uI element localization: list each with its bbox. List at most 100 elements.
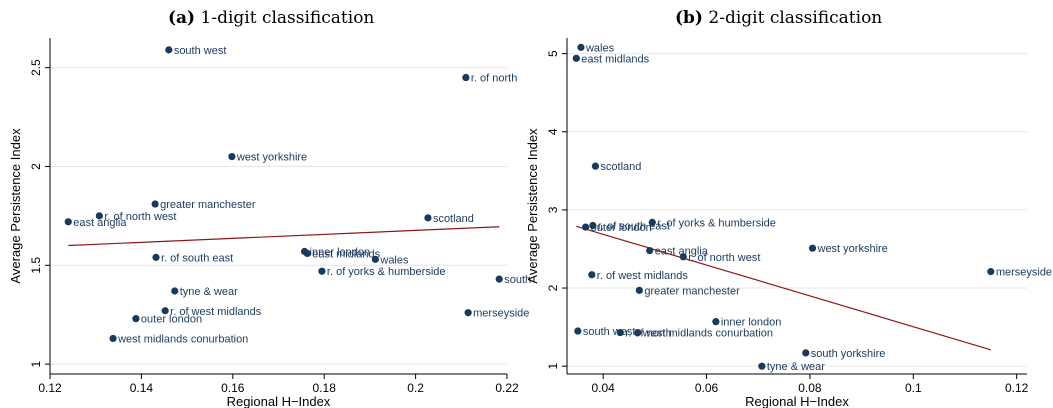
panel-a-point-label-17: west midlands conurbation <box>117 333 248 345</box>
panel-b-point-label-1: east midlands <box>581 53 649 65</box>
panel-b-point-label-5: r. of south east <box>598 221 670 233</box>
panel-a-point-label-10: r. of south east <box>161 252 233 264</box>
panel-b-y-tick-label-2: 3 <box>546 206 560 213</box>
panel-b-point-label-6: west yorkshire <box>817 243 888 255</box>
panel-b-point-label-15: west midlands conurbation <box>642 328 773 340</box>
panel-a-x-axis-label: Regional H−Index <box>227 394 331 408</box>
panel-a-point-0 <box>165 46 173 54</box>
panel-a-y-tick-label-2: 2 <box>29 163 43 170</box>
panel-a-point-label-12: south <box>504 274 531 286</box>
panel-a-point-16 <box>464 309 472 317</box>
panel-a-x-tick-label-3: 0.18 <box>313 381 337 395</box>
panel-b-y-tick-label-0: 1 <box>546 363 560 370</box>
panel-b-y-axis-label: Average Persistence Index <box>525 128 540 284</box>
panel-a-point-label-9: wales <box>379 254 409 266</box>
panel-a-point-label-7: inner london <box>310 246 371 258</box>
panel-a-point-label-8: east midlands <box>312 248 380 260</box>
panel-b-point-0 <box>577 43 585 51</box>
panel-b-x-tick-label-2: 0.08 <box>798 381 822 395</box>
panel-b-point-10 <box>588 271 596 279</box>
panel-a-point-10 <box>152 253 160 261</box>
panel-b-point-16 <box>802 349 810 357</box>
panel-b-point-9 <box>987 268 995 276</box>
panel-b-point-label-9: merseyside <box>996 267 1052 279</box>
panel-b-point-label-11: greater manchester <box>644 285 740 297</box>
panel-a-point-9 <box>371 255 379 263</box>
panel-a-point-label-4: r. of north west <box>104 211 176 223</box>
panel-a-point-15 <box>132 315 140 323</box>
panel-b-point-13 <box>574 327 582 335</box>
panel-a-x-tick-label-0: 0.12 <box>38 381 62 395</box>
panel-a-point-17 <box>109 334 117 343</box>
panel-b-point-5 <box>589 221 597 230</box>
panel-a-x-tick-label-1: 0.14 <box>130 381 154 395</box>
panel-b-point-2 <box>591 162 600 170</box>
panel-b-x-tick-label-4: 0.12 <box>1005 381 1029 395</box>
panel-a-point-label-2: west yorkshire <box>236 152 307 164</box>
panel-b-point-1 <box>572 54 580 62</box>
panel-b-point-label-17: tyne & wear <box>767 361 825 373</box>
panel-a-point-4 <box>95 212 103 220</box>
panel-b-title: (b) 2-digit classification <box>675 8 882 28</box>
panel-b-point-14 <box>616 328 624 337</box>
panel-a-point-label-15: outer london <box>141 314 202 326</box>
panel-a-point-label-16: merseyside <box>473 308 529 320</box>
panel-a-x-tick-label-5: 0.22 <box>495 381 519 395</box>
panel-a-point-label-14: r. of west midlands <box>170 306 262 318</box>
panel-b-point-7 <box>646 246 654 255</box>
panel-a-point-1 <box>462 73 470 82</box>
panel-b-point-label-8: r. of north west <box>688 252 760 264</box>
panel-b-x-tick-label-0: 0.04 <box>592 381 616 395</box>
panel-a-point-5 <box>64 218 72 226</box>
panel-a-title-text: 1-digit classification <box>200 8 375 28</box>
panel-a-point-6 <box>424 214 432 222</box>
panel-a-point-label-13: tyne & wear <box>180 286 238 298</box>
panel-b-fit-line <box>576 225 991 351</box>
panel-a-y-tick-label-3: 2.5 <box>29 59 43 76</box>
panel-a-x-tick-label-2: 0.16 <box>221 381 245 395</box>
panel-a-fit-line <box>68 226 500 247</box>
panel-b-point-label-16: south yorkshire <box>811 348 886 360</box>
panel-a-point-label-1: r. of north <box>471 73 517 85</box>
panel-b-point-3 <box>648 218 656 227</box>
panel-b-y-tick-label-3: 4 <box>546 128 560 135</box>
panel-b-title-text: 2-digit classification <box>708 8 883 28</box>
panel-a-y-tick-label-0: 1 <box>29 360 43 367</box>
panel-a-point-11 <box>318 267 326 275</box>
panel-b-point-12 <box>712 318 720 326</box>
panel-b-point-17 <box>758 362 766 370</box>
panel-b-point-11 <box>635 286 643 294</box>
panel-a-point-label-11: r. of yorks & humberside <box>327 266 446 278</box>
panel-b-x-axis-label: Regional H−Index <box>745 394 849 408</box>
panel-a-point-13 <box>171 287 179 295</box>
panel-b-x-tick-label-1: 0.06 <box>695 381 719 395</box>
panel-b-y-tick-label-4: 5 <box>546 50 560 57</box>
panel-a-x-tick-label-4: 0.2 <box>407 381 424 395</box>
panel-b-y-tick-label-1: 2 <box>546 284 560 291</box>
panel-b-point-label-12: inner london <box>721 317 782 329</box>
panel-a-point-3 <box>151 200 159 208</box>
panel-b-point-15 <box>634 328 642 337</box>
panel-b-point-label-4: outer london <box>591 222 652 234</box>
panel-b-point-6 <box>808 244 817 252</box>
panel-a-point-label-0: south west <box>174 45 227 57</box>
panel-a-y-tick-label-1: 1.5 <box>29 257 43 274</box>
panel-a-point-8 <box>303 249 311 258</box>
panel-a-letter: (a) <box>168 8 196 28</box>
panel-b-point-label-2: scotland <box>600 161 641 173</box>
panel-b-point-label-7: east anglia <box>655 246 709 258</box>
panel-a-point-label-3: greater manchester <box>160 199 256 211</box>
panel-b-point-8 <box>679 253 687 261</box>
panel-a-point-label-5: east anglia <box>73 217 127 229</box>
panel-b-point-4 <box>582 223 590 231</box>
panel-a-y-axis-label: Average Persistence Index <box>8 128 23 284</box>
panel-a-point-14 <box>161 307 169 315</box>
panel-b-point-label-10: r. of west midlands <box>597 270 689 282</box>
panel-b-letter: (b) <box>675 8 703 28</box>
panel-a-point-2 <box>228 152 236 161</box>
panel-a-title: (a) 1-digit classification <box>168 8 374 28</box>
panel-b-x-tick-label-3: 0.1 <box>905 381 922 395</box>
panel-a-point-label-6: scotland <box>433 213 474 225</box>
panel-a-point-12 <box>495 275 503 283</box>
